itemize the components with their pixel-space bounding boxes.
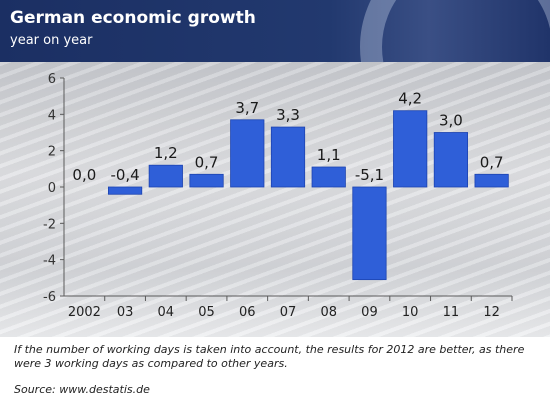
x-tick-label: 03 [117,305,134,320]
x-tick-label: 11 [443,305,460,320]
bar-value-label: 3,0 [439,112,463,130]
bar [230,119,265,188]
y-tick-label: 4 [48,108,56,123]
x-tick-label: 12 [483,305,500,320]
x-tick-label: 09 [361,305,378,320]
bar [189,173,224,188]
bar [311,166,346,188]
x-tick-label: 2002 [68,305,101,320]
plot-background [0,62,550,337]
bar-value-label: 4,2 [398,90,422,108]
bar [393,110,428,188]
source-note: Source: www.destatis.de [14,383,150,396]
x-tick-label: 04 [158,305,175,320]
bar-value-label: -5,1 [355,166,384,184]
bar-value-label: 1,1 [317,146,341,164]
bar [433,132,469,188]
y-tick-label: 0 [48,181,56,196]
x-tick-label: 06 [239,305,256,320]
bar [270,126,306,188]
bar-value-label: 3,3 [276,106,300,124]
bar-chart: 6 4 2 0 -2 -4 -6 0,0 2002 -0,4 03 1,2 04 0,7 05 3,7 06 3,… [43,72,513,320]
x-tick-label: 10 [402,305,419,320]
footnote: If the number of working days is taken i… [14,343,525,370]
x-tick-label: 08 [320,305,337,320]
header-decoration [360,0,550,62]
bar [474,173,509,188]
y-tick-label: 2 [48,145,56,160]
y-tick-label: -6 [43,290,56,305]
y-tick-label: -4 [43,254,56,269]
x-tick-label: 07 [280,305,297,320]
chart-subtitle: year on year [10,33,93,48]
bar-value-label: 0,0 [72,166,96,184]
bar [107,186,143,195]
y-tick-label: 6 [48,72,56,87]
bar-value-label: 0,7 [480,153,504,171]
y-tick-label: -2 [43,217,56,232]
bar-value-label: -0,4 [110,166,139,184]
bar [352,186,387,281]
bar-value-label: 3,7 [235,99,259,117]
chart-header: German economic growth year on year [0,0,550,62]
chart-title: German economic growth [10,8,256,28]
bar-value-label: 0,7 [195,153,219,171]
bar [148,164,183,188]
x-tick-label: 05 [198,305,215,320]
bar-value-label: 1,2 [154,144,178,162]
